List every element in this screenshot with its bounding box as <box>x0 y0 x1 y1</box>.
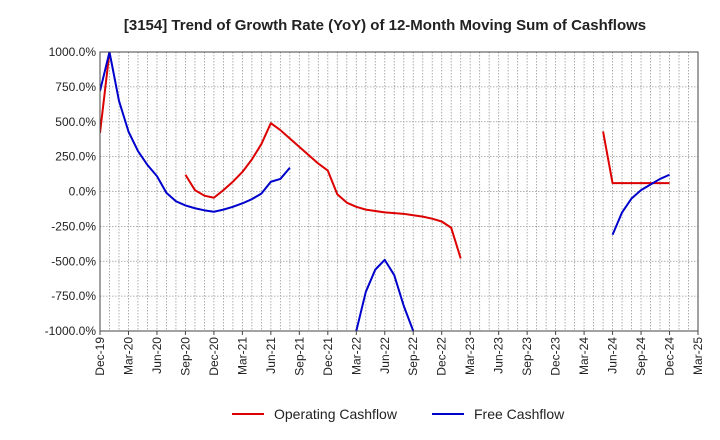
legend-label: Operating Cashflow <box>274 406 398 422</box>
y-gridlines <box>100 86 698 297</box>
x-tick-label: Dec-21 <box>321 337 335 376</box>
x-tick-label: Jun-22 <box>378 337 392 374</box>
x-tick-label: Jun-24 <box>606 337 620 374</box>
y-tick-label: -1000.0% <box>45 324 97 338</box>
x-tick-label: Dec-20 <box>207 337 221 376</box>
x-tick-label: Mar-23 <box>463 337 477 375</box>
x-tick-label: Mar-24 <box>577 337 591 375</box>
x-tick-label: Jun-20 <box>150 337 164 374</box>
y-tick-label: 1000.0% <box>49 45 97 59</box>
x-gridlines <box>109 52 689 331</box>
series-line-segment <box>602 131 670 185</box>
series-layer <box>100 52 670 331</box>
x-tick-label: Mar-21 <box>235 337 249 375</box>
x-tick-label: Jun-23 <box>492 337 506 374</box>
y-tick-label: 0.0% <box>69 185 97 199</box>
x-tick-label: Jun-21 <box>264 337 278 374</box>
x-tick-label: Sep-21 <box>292 337 306 376</box>
x-tick-label: Sep-20 <box>178 337 192 376</box>
chart-title: [3154] Trend of Growth Rate (YoY) of 12-… <box>124 17 646 34</box>
series-line-segment <box>100 52 291 213</box>
x-tick-label: Mar-20 <box>121 337 135 375</box>
x-tick-label: Mar-25 <box>691 337 705 375</box>
x-tick-label: Dec-24 <box>663 337 677 376</box>
x-tick-label: Sep-23 <box>520 337 534 376</box>
x-axis-tick-labels: Dec-19 Mar-20 Jun-20 Sep-20 Dec-20 Mar-21 Jun-… <box>93 331 705 376</box>
plot-frame <box>99 51 699 332</box>
y-tick-label: -500.0% <box>51 254 96 268</box>
x-tick-label: Dec-22 <box>435 337 449 376</box>
series-operating-cashflow <box>100 52 670 259</box>
legend: Operating Cashflow Free Cashflow <box>232 406 565 422</box>
x-tick-label: Dec-19 <box>93 337 107 376</box>
legend-label: Free Cashflow <box>474 406 565 422</box>
y-axis-tick-labels: 1000.0% 750.0% 500.0% 250.0% 0.0% -250.0% -500… <box>45 45 97 338</box>
series-line-segment <box>184 122 462 259</box>
series-line-segment <box>355 258 415 331</box>
x-tick-label: Dec-23 <box>549 337 563 376</box>
y-tick-label: -750.0% <box>51 289 96 303</box>
y-tick-label: 750.0% <box>55 80 96 94</box>
series-line-segment <box>611 173 670 236</box>
y-tick-label: -250.0% <box>51 219 96 233</box>
x-tick-label: Sep-22 <box>406 337 420 376</box>
y-tick-label: 500.0% <box>55 115 96 129</box>
series-line-segment <box>100 52 111 134</box>
y-tick-label: 250.0% <box>55 150 96 164</box>
x-tick-label: Mar-22 <box>349 337 363 375</box>
x-tick-label: Sep-24 <box>634 337 648 376</box>
series-free-cashflow <box>100 52 670 331</box>
